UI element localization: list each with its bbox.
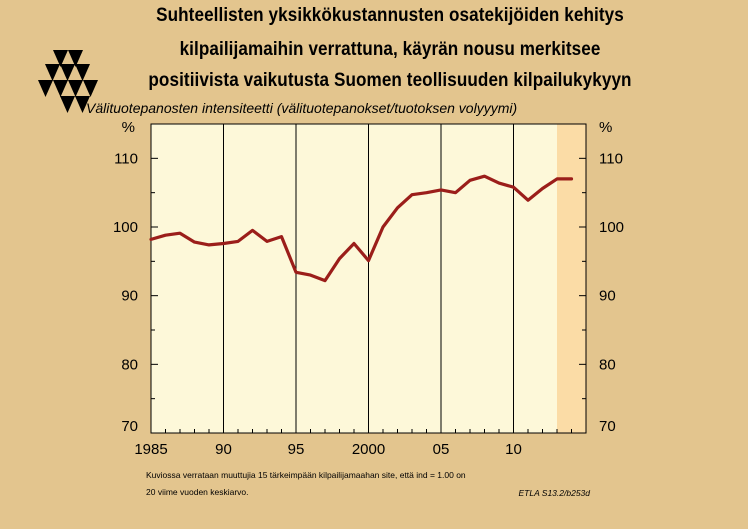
data-point-1998 [338, 257, 341, 260]
y-label-left-70: 70 [121, 418, 138, 435]
footnote-line-2: 20 viime vuoden keskiarvo. [146, 487, 249, 497]
forecast-band [557, 124, 586, 433]
data-point-1990 [222, 242, 225, 245]
data-point-1986 [164, 234, 167, 236]
x-label-95: 95 [288, 441, 305, 458]
chart-subtitle: Välituotepanosten intensiteetti (välituo… [86, 100, 518, 116]
logo-triangle-3 [60, 64, 75, 81]
y-axis-right-labels: 70 80 90 100 110 [599, 150, 624, 435]
x-label-90: 90 [215, 441, 232, 458]
logo-triangle-6 [53, 80, 68, 97]
data-point-1997 [324, 279, 326, 282]
y-label-right-110: 110 [599, 150, 623, 167]
data-point-1996 [309, 274, 312, 276]
data-point-2008 [483, 175, 486, 177]
x-label-1985: 1985 [134, 441, 167, 458]
logo-triangle-7 [68, 80, 83, 97]
y-label-left-100: 100 [113, 219, 138, 236]
y-axis-left-unit: % [122, 119, 135, 136]
series-group [149, 174, 574, 283]
data-point-2010 [512, 186, 515, 188]
y-axis-left-labels: 70 80 90 100 110 [113, 150, 138, 435]
data-point-2007 [469, 179, 471, 181]
y-label-left-110: 110 [114, 150, 138, 167]
data-point-1992 [251, 229, 254, 232]
vertical-gridlines [223, 124, 514, 433]
data-point-2006 [454, 192, 457, 194]
data-point-1993 [266, 240, 268, 243]
data-point-1985 [150, 238, 152, 240]
data-point-2014 [570, 178, 573, 180]
series-line-0 [149, 174, 574, 283]
x-label-2000: 2000 [352, 441, 385, 458]
data-point-2000 [367, 260, 370, 262]
logo-triangle-1 [68, 50, 83, 67]
data-point-1987 [179, 232, 181, 234]
chart-title-line-3: positiivista vaikutusta Suomen teollisuu… [148, 70, 632, 91]
data-point-2009 [498, 182, 500, 184]
x-label-05: 05 [433, 441, 450, 458]
source-label: ETLA S13.2/b253d [518, 488, 590, 498]
data-point-1994 [280, 236, 283, 238]
data-point-2001 [382, 226, 384, 228]
logo-triangle-5 [38, 80, 53, 97]
data-point-1995 [295, 271, 297, 273]
data-point-1988 [193, 241, 196, 243]
data-point-2005 [440, 189, 442, 191]
logo-triangle-4 [75, 64, 90, 81]
logo-triangle-8 [83, 80, 98, 97]
etla-triangles-logo [38, 50, 98, 113]
data-point-2003 [411, 194, 413, 196]
chart-title-line-2: kilpailijamaihin verrattuna, käyrän nous… [179, 39, 601, 60]
data-point-1991 [237, 240, 239, 243]
y-label-left-80: 80 [121, 356, 138, 373]
data-point-2012 [541, 187, 544, 190]
logo-triangle-0 [53, 50, 68, 67]
data-point-2002 [396, 207, 399, 209]
x-axis-labels: 1985 90 95 2000 05 10 [134, 441, 522, 458]
x-label-10: 10 [505, 441, 522, 458]
axis-ticks [150, 123, 587, 434]
data-point-2013 [556, 178, 558, 180]
y-label-right-80: 80 [599, 356, 616, 373]
data-point-2004 [425, 192, 428, 194]
logo-triangle-9 [60, 96, 75, 113]
y-label-right-70: 70 [599, 418, 616, 435]
y-axis-right-unit: % [599, 119, 612, 136]
logo-triangle-10 [75, 96, 90, 113]
y-label-right-90: 90 [599, 288, 616, 305]
logo-triangle-2 [45, 64, 60, 81]
data-point-2011 [527, 199, 529, 201]
footnote-line-1: Kuviossa verrataan muuttujia 15 tärkeimp… [146, 470, 466, 480]
data-point-1989 [208, 244, 210, 246]
chart-title-line-1: Suhteellisten yksikkökustannusten osatek… [156, 5, 624, 26]
data-point-1999 [353, 242, 355, 245]
y-label-right-100: 100 [599, 219, 624, 236]
y-label-left-90: 90 [121, 288, 138, 305]
